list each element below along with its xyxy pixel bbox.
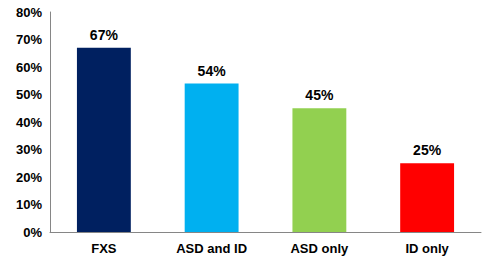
svg-text:80%: 80% xyxy=(16,5,42,20)
svg-text:45%: 45% xyxy=(305,87,334,103)
svg-text:60%: 60% xyxy=(16,60,42,75)
svg-text:40%: 40% xyxy=(16,115,42,130)
svg-text:30%: 30% xyxy=(16,142,42,157)
svg-text:20%: 20% xyxy=(16,170,42,185)
svg-text:25%: 25% xyxy=(413,142,442,158)
svg-text:50%: 50% xyxy=(16,87,42,102)
svg-text:70%: 70% xyxy=(16,32,42,47)
svg-text:67%: 67% xyxy=(90,27,119,43)
svg-text:0%: 0% xyxy=(23,225,42,240)
svg-text:54%: 54% xyxy=(198,63,227,79)
svg-text:ID only: ID only xyxy=(405,241,449,256)
svg-text:ASD and ID: ASD and ID xyxy=(176,241,247,256)
svg-text:10%: 10% xyxy=(16,197,42,212)
svg-text:FXS: FXS xyxy=(91,241,117,256)
svg-text:ASD only: ASD only xyxy=(290,241,349,256)
